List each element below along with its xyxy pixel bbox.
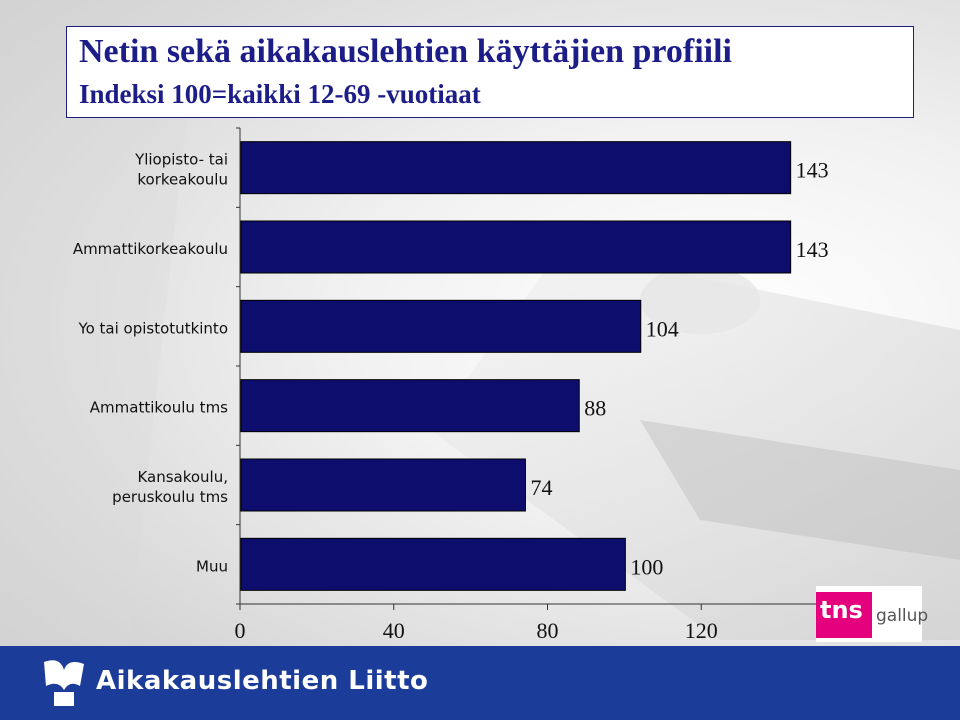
data-label: 143 <box>796 158 829 183</box>
x-tick-label: 120 <box>685 618 718 643</box>
category-label: Ammattikoulu tms <box>90 399 228 417</box>
tns-logo-shape <box>816 586 922 642</box>
chart-title: Netin sekä aikakauslehtien käyttäjien pr… <box>79 33 732 70</box>
title-box: Netin sekä aikakauslehtien käyttäjien pr… <box>66 26 914 118</box>
bar <box>240 458 526 512</box>
bar <box>240 141 792 195</box>
gallup-logo-text: gallup <box>876 606 929 626</box>
bar <box>240 379 580 433</box>
data-label: 100 <box>630 554 663 579</box>
category-label: Yliopisto- tai <box>134 151 228 169</box>
data-label: 88 <box>584 396 606 421</box>
aikakauslehtien-liitto-logo-icon <box>44 660 84 706</box>
x-tick-label: 80 <box>537 618 559 643</box>
data-label: 104 <box>646 316 679 341</box>
category-label: Muu <box>196 557 228 575</box>
category-label: Ammattikorkeakoulu <box>73 240 228 258</box>
bar-chart: 143 Yliopisto- tai korkeakoulu 143 Ammattiko… <box>73 127 872 643</box>
x-tick-label: 40 <box>383 618 405 643</box>
footer-organization-name: Aikakauslehtien Liitto <box>96 666 429 696</box>
tns-logo-text: tns <box>820 596 863 624</box>
x-tick-label: 0 <box>235 618 246 643</box>
data-label: 143 <box>796 237 829 262</box>
tns-gallup-logo: tns gallup <box>816 586 928 642</box>
footer-bar: Aikakauslehtien Liitto <box>0 646 960 720</box>
bar <box>240 220 792 274</box>
category-label: korkeakoulu <box>137 171 228 189</box>
data-label: 74 <box>530 475 552 500</box>
bar <box>240 537 626 591</box>
category-label: Kansakoulu, <box>137 468 228 486</box>
chart-subtitle: Indeksi 100=kaikki 12-69 -vuotiaat <box>79 79 481 109</box>
bar <box>240 299 642 353</box>
category-label: peruskoulu tms <box>112 488 228 506</box>
category-label: Yo tai opistotutkinto <box>77 319 228 337</box>
